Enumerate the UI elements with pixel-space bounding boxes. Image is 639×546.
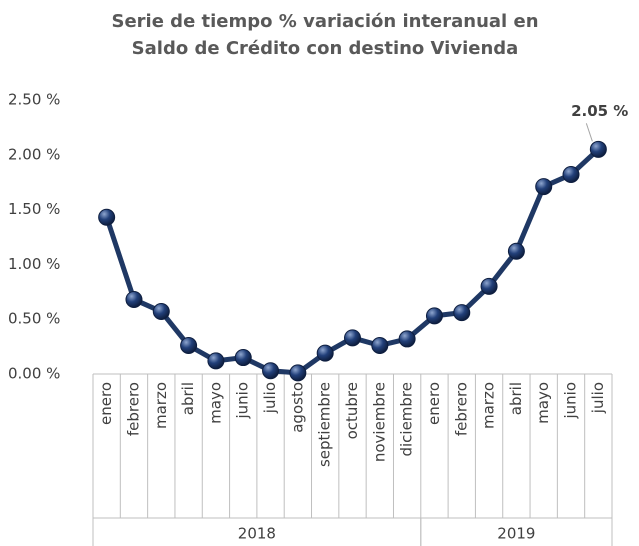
marker	[398, 330, 416, 348]
x-tick-label: febrero	[124, 382, 142, 436]
marker	[589, 140, 607, 158]
marker	[453, 304, 471, 322]
x-tick-label: abril	[179, 382, 197, 415]
x-tick-label: junio	[234, 382, 252, 420]
marker	[98, 208, 116, 226]
chart-title: Saldo de Crédito con destino Vivienda	[132, 38, 519, 59]
marker	[535, 178, 553, 196]
group-label: 2019	[497, 525, 535, 543]
marker	[262, 362, 280, 380]
marker	[289, 364, 307, 382]
x-tick-label: noviembre	[370, 382, 388, 462]
marker	[562, 166, 580, 184]
x-tick-label: marzo	[152, 382, 170, 429]
marker	[152, 303, 170, 321]
marker	[371, 337, 389, 355]
marker	[480, 277, 498, 295]
x-tick-label: julio	[589, 382, 607, 414]
x-tick-label: agosto	[288, 382, 306, 433]
x-tick-label: octubre	[343, 382, 361, 439]
x-tick-label: abril	[507, 382, 525, 415]
y-tick-label: 0.00 %	[8, 365, 60, 383]
marker	[180, 337, 198, 355]
x-tick-label: enero	[97, 382, 115, 425]
marker	[207, 352, 225, 370]
x-tick-label: septiembre	[316, 382, 334, 467]
x-tick-label: mayo	[534, 382, 552, 424]
x-tick-label: marzo	[480, 382, 498, 429]
y-tick-label: 1.50 %	[8, 200, 60, 218]
marker	[344, 329, 361, 347]
leader-line	[585, 123, 593, 142]
y-tick-label: 1.00 %	[8, 255, 60, 273]
marker	[425, 307, 443, 325]
marker	[507, 242, 525, 260]
x-tick-label: diciembre	[398, 382, 416, 457]
x-tick-label: febrero	[452, 382, 470, 436]
group-label: 2018	[238, 525, 276, 543]
y-tick-label: 2.00 %	[8, 145, 60, 163]
y-tick-label: 0.50 %	[8, 310, 60, 328]
y-tick-label: 2.50 %	[8, 91, 60, 109]
x-tick-label: junio	[562, 382, 580, 420]
x-tick-label: enero	[425, 382, 443, 425]
data-label: 2.05 %	[571, 102, 628, 120]
x-tick-label: julio	[261, 382, 279, 414]
marker	[234, 349, 252, 367]
marker	[316, 344, 334, 362]
x-tick-label: mayo	[206, 382, 224, 424]
chart-title: Serie de tiempo % variación interanual e…	[111, 11, 538, 32]
marker	[125, 290, 143, 308]
